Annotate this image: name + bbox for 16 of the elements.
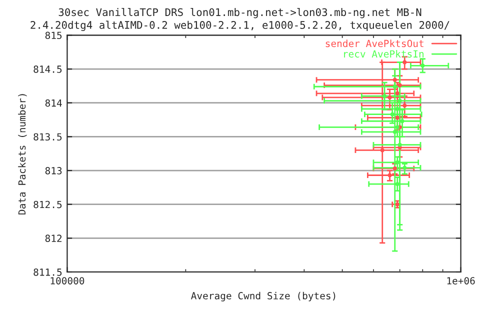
y-tick-label: 812 (45, 234, 62, 242)
chart-title: 30sec VanillaTCP DRS lon01.mb-ng.net->lon03.mb-ng.net MB-N (58, 8, 422, 18)
text: sender AvePktsOut (326, 40, 424, 48)
y-tick-label: 813.5 (34, 133, 62, 141)
y-tick-label: 814 (45, 99, 62, 107)
y-tick-label: 812.5 (34, 200, 62, 208)
chart-subtitle: 2.4.20dtg4 altAIMD-0.2 web100-2.2.1, e1000-5.2.20, txqueuelen 2000/ (30, 20, 450, 32)
y-tick-label: 813 (45, 167, 62, 174)
y-tick-label: 811.5 (34, 268, 62, 276)
x-axis-title: Average Cwnd Size (bytes) (191, 292, 336, 302)
x-tick-label: 1e+06 (447, 277, 475, 284)
legend-label: recv AvePktsIn (344, 50, 424, 58)
y-tick-label: 814.5 (34, 66, 62, 73)
x-tick-label: 100000 (50, 277, 84, 284)
y-tick-label: 815 (45, 32, 62, 40)
y-axis-title: Data Packets (number) (18, 94, 27, 214)
